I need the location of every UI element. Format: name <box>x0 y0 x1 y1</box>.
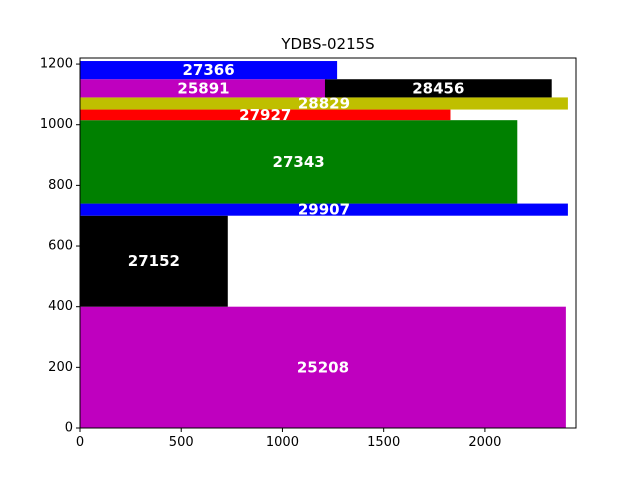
y-tick-label: 800 <box>48 178 73 193</box>
y-tick-label: 400 <box>48 299 73 314</box>
plot-area-frame <box>79 57 577 429</box>
bar-27152 <box>80 215 228 307</box>
bar-27366 <box>80 61 338 80</box>
bar-label-25891: 25891 <box>177 79 229 97</box>
bar-label-27152: 27152 <box>128 252 180 270</box>
bar-label-27366: 27366 <box>182 61 234 79</box>
y-tick-label: 200 <box>48 360 73 375</box>
bars-group <box>80 61 568 428</box>
bar-label-27343: 27343 <box>273 153 325 171</box>
x-axis: 0 500 1000 1500 2000 <box>76 428 501 450</box>
x-tick-label: 500 <box>169 435 194 450</box>
x-tick-label: 1000 <box>266 435 299 450</box>
x-tick-label: 1500 <box>367 435 400 450</box>
y-tick-label: 1000 <box>40 117 73 132</box>
chart-title: YDBS-0215S <box>280 35 374 53</box>
x-tick-label: 2000 <box>468 435 501 450</box>
bar-labels-group: 25208 27152 29907 27343 27927 28829 25891 28456… <box>128 61 465 376</box>
bar-28829 <box>80 97 568 110</box>
bar-label-27927: 27927 <box>239 106 291 124</box>
bar-29907 <box>80 203 568 216</box>
bar-label-25208: 25208 <box>297 358 349 376</box>
bar-27927 <box>80 109 451 121</box>
bar-25208 <box>80 306 566 428</box>
y-tick-label: 600 <box>48 239 73 254</box>
x-tick-label: 0 <box>76 435 84 450</box>
bar-25891 <box>80 79 327 98</box>
bar-label-28456: 28456 <box>412 79 464 97</box>
bar-label-29907: 29907 <box>298 201 350 219</box>
bar-27343 <box>80 120 518 204</box>
bar-label-28829: 28829 <box>298 94 350 112</box>
y-tick-label: 0 <box>65 421 73 436</box>
y-axis: 0 200 400 600 800 1000 1200 <box>40 57 80 436</box>
y-tick-label: 1200 <box>40 57 73 72</box>
bar-28456 <box>324 79 552 98</box>
